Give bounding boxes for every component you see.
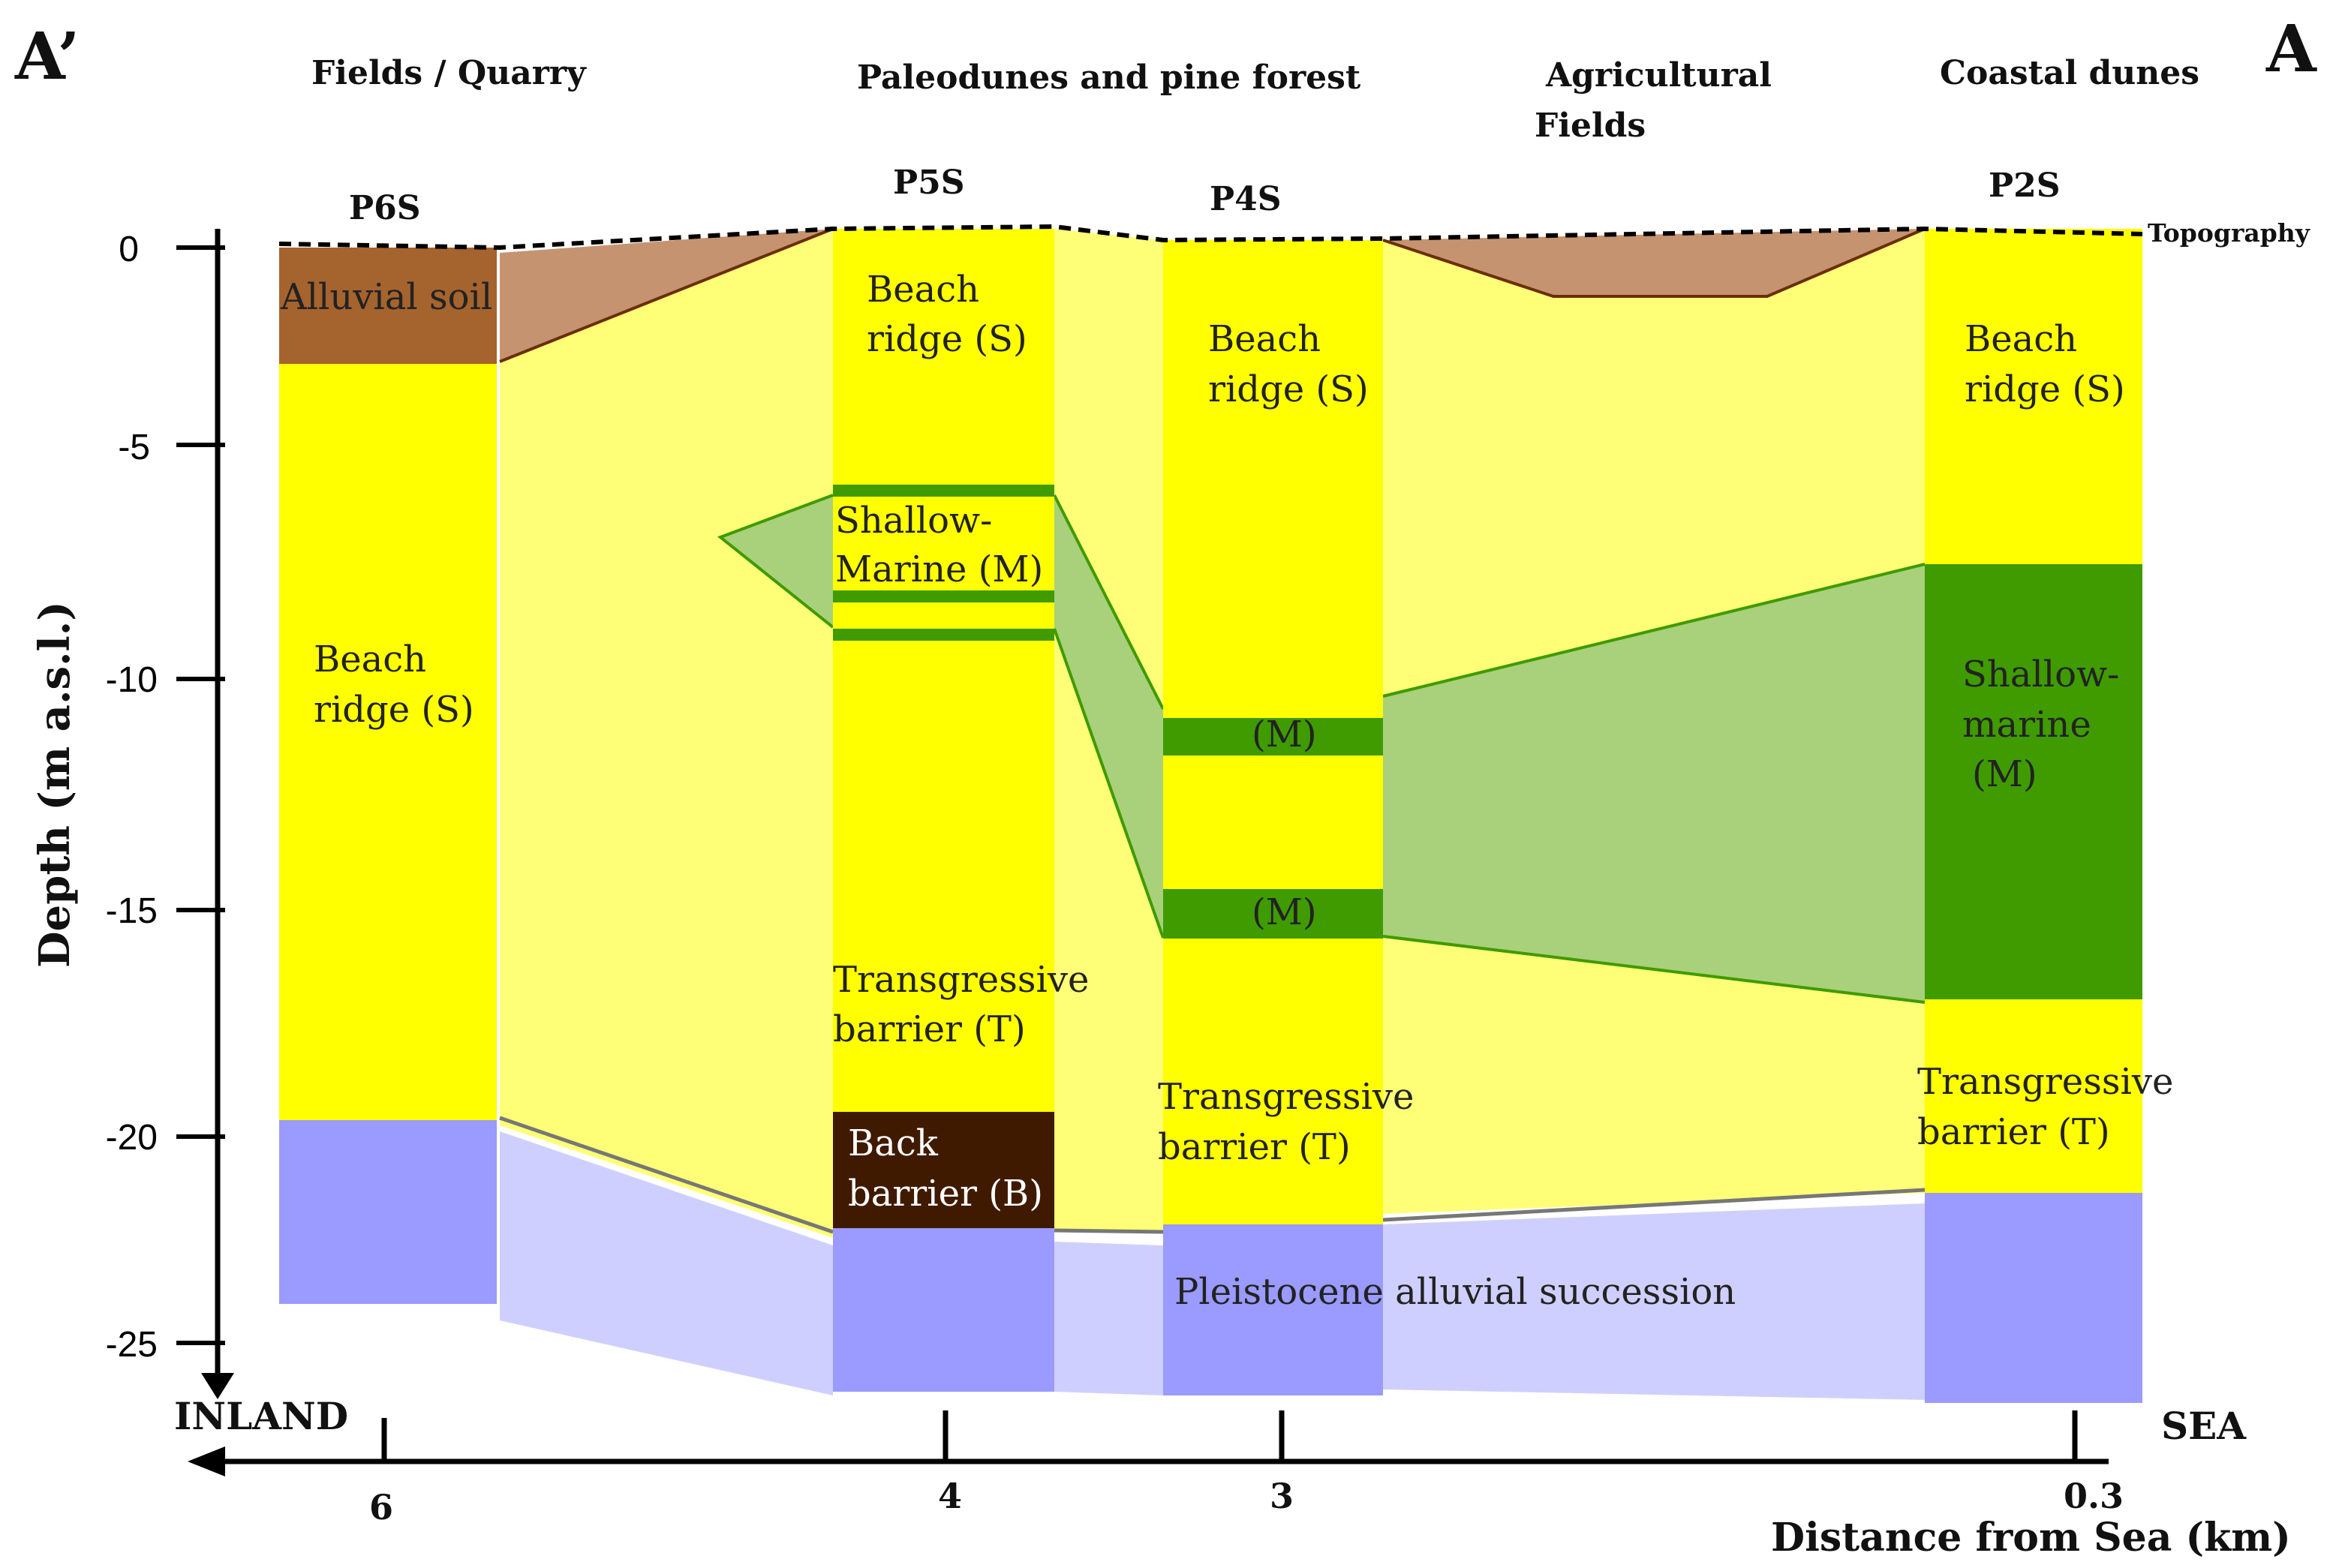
corr-shallow-marine-p5-p4 — [1054, 495, 1163, 938]
area-paleodunes: Paleodunes and pine forest — [857, 59, 1361, 97]
p5s-shallow-marine-label-2: Marine (M) — [835, 548, 1043, 590]
correlation-lines — [499, 227, 1926, 1234]
p4s-m-label-1: (M) — [1252, 713, 1317, 755]
p5s-beach-label-2: ridge (S) — [867, 318, 1027, 360]
x-axis-arrow — [188, 1446, 225, 1476]
p2s-beach-label-2: ridge (S) — [1965, 368, 2125, 410]
p5s-marine-band-3 — [833, 629, 1054, 641]
p2s-transgressive-label-1: Transgressive — [1917, 1061, 2173, 1103]
p2s-transgressive-label-2: barrier (T) — [1917, 1111, 2110, 1153]
p4s-beach-label-2: ridge (S) — [1208, 368, 1369, 410]
p6s-beach-label-1: Beach — [314, 638, 426, 680]
corr-pleistocene-p4-p2 — [1383, 1203, 1925, 1400]
p4s-marine-band-2 — [1163, 889, 1383, 939]
y-tick-label-5: -5 — [118, 428, 150, 467]
p5s-back-barrier-label-2: barrier (B) — [848, 1173, 1043, 1215]
p2s-shallow-marine-label-2: marine — [1962, 704, 2091, 746]
shallow-marine-base-line-p5-p4 — [1053, 628, 1165, 939]
soil-base-line-p4-p2 — [1382, 227, 1926, 298]
y-axis-label: Depth (m a.s.l.) — [30, 601, 80, 968]
p5s-beach-label-1: Beach — [867, 269, 979, 311]
p5s-marine-band-1 — [833, 485, 1054, 497]
corr-shallow-marine-p4-p2 — [1383, 564, 1925, 1002]
x-axis — [188, 1410, 2109, 1476]
corr-soil-p4-p2 — [1383, 229, 1925, 296]
pleistocene-label: Pleistocene alluvial succession — [1174, 1271, 1736, 1313]
corr-pleistocene-p5-p4 — [1054, 1242, 1163, 1395]
p6s-alluvial-soil-label: Alluvial soil — [280, 276, 492, 318]
shallow-marine-base-line-p4-p2 — [1382, 935, 1926, 1004]
p4s-marine-band-1 — [1163, 718, 1383, 755]
y-tick-label-20: -20 — [106, 1118, 158, 1158]
column-p4s — [1163, 240, 1383, 1395]
sea-label: SEA — [2161, 1404, 2247, 1448]
x-tick-label-03: 0.3 — [2064, 1476, 2124, 1516]
section-p6s: P6S — [349, 189, 420, 227]
inland-label: INLAND — [174, 1394, 348, 1438]
p5s-marine-band-2 — [833, 590, 1054, 602]
p4s-pleistocene — [1163, 1224, 1383, 1395]
section-p4s: P4S — [1210, 180, 1281, 218]
p4s-beach-label-1: Beach — [1208, 318, 1321, 360]
y-axis-arrow — [201, 1373, 234, 1399]
p2s-pleistocene — [1925, 1193, 2142, 1403]
corr-beach-ridge-p6-p5 — [500, 229, 833, 1238]
corr-pleistocene-p6-p5 — [500, 1131, 833, 1395]
p2s-beach-label-1: Beach — [1965, 318, 2077, 360]
shallow-marine-line-wedge — [717, 494, 834, 629]
p4s-transgressive-label-2: barrier (T) — [1158, 1126, 1351, 1168]
area-fields-quarry: Fields / Quarry — [311, 54, 587, 92]
p6s-beach-label-2: ridge (S) — [314, 689, 474, 731]
section-p5s: P5S — [893, 164, 964, 202]
p2s-shallow-marine-label-1: Shallow- — [1962, 653, 2119, 695]
p5s-beach-ridge — [833, 229, 1054, 1238]
p6s-beach-ridge — [279, 364, 497, 1120]
marker-a-prime: A’ — [14, 19, 80, 95]
topography-line — [278, 224, 2143, 251]
y-tick-label-10: -10 — [106, 660, 158, 700]
shallow-marine-top-line-p4-p2 — [1382, 563, 1926, 698]
p5s-back-barrier-label-1: Back — [848, 1122, 939, 1164]
column-p2s — [1925, 229, 2142, 1403]
pleistocene-top-line-p5-p4 — [1054, 1228, 1164, 1234]
x-tick-label-6: 6 — [369, 1487, 393, 1527]
area-agricultural-1: Agricultural — [1545, 56, 1772, 95]
section-p2s: P2S — [1989, 167, 2060, 205]
p2s-shallow-marine — [1925, 564, 2142, 999]
shallow-marine-top-line-p5-p4 — [1053, 494, 1165, 710]
area-agricultural-2: Fields — [1535, 107, 1646, 145]
p4s-m-label-2: (M) — [1252, 891, 1317, 933]
pleistocene-top-line-p4-p2 — [1382, 1188, 1926, 1222]
x-tick-label-3: 3 — [1270, 1476, 1294, 1516]
p5s-transgressive-label-1: Transgressive — [833, 959, 1089, 1001]
pleistocene-top-line-p6-p5 — [499, 1116, 834, 1234]
x-axis-label: Distance from Sea (km) — [1771, 1515, 2291, 1560]
p5s-shallow-marine-label-1: Shallow- — [835, 500, 992, 542]
p6s-pleistocene — [279, 1120, 497, 1304]
p4s-transgressive-label-1: Transgressive — [1158, 1076, 1414, 1118]
marker-a: A — [2265, 11, 2317, 87]
p5s-transgressive-label-2: barrier (T) — [833, 1008, 1026, 1050]
p6s-alluvial-soil — [279, 248, 497, 364]
area-coastal-dunes: Coastal dunes — [1940, 54, 2199, 92]
p5s-back-barrier — [833, 1112, 1054, 1228]
topography-label: Topography — [2148, 218, 2310, 248]
y-tick-label-15: -15 — [106, 891, 158, 931]
p2s-shallow-marine-label-3: (M) — [1972, 753, 2037, 795]
correlation-fills — [500, 229, 1925, 1400]
p5s-pleistocene — [833, 1228, 1054, 1392]
y-axis — [176, 229, 234, 1399]
y-tick-label-25: -25 — [106, 1325, 158, 1365]
column-p6s — [279, 248, 497, 1304]
y-tick-label-0: 0 — [119, 230, 139, 269]
column-p5s — [833, 229, 1054, 1392]
soil-base-line-p6-p5 — [499, 227, 834, 363]
x-tick-label-4: 4 — [938, 1476, 962, 1516]
